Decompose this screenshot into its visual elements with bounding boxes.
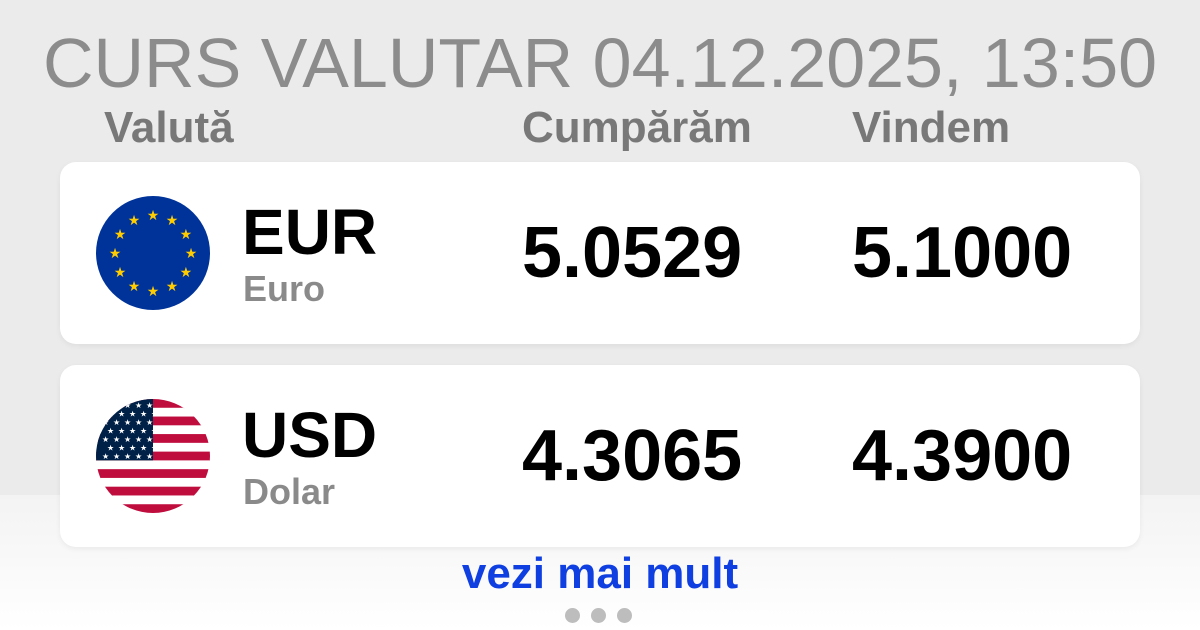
page-dot[interactable] xyxy=(591,608,606,623)
svg-text:★: ★ xyxy=(140,444,147,453)
pagination-dots[interactable] xyxy=(565,608,632,623)
svg-text:★: ★ xyxy=(102,401,109,410)
rate-row-usd: ★ ★ ★ ★ ★ ★ ★ ★ ★ ★ ★ ★ ★ ★ ★ ★ ★ ★ ★ ★ ★ ★ ★ ★ ★ ★ ★ ★ ★ ★ ★ ★ ★ ★ ★ USD … xyxy=(60,365,1140,547)
svg-text:★: ★ xyxy=(140,410,147,419)
page-dot[interactable] xyxy=(565,608,580,623)
eu-flag-icon: ★ ★ ★ ★ ★ ★ ★ ★ ★ ★ ★ ★ xyxy=(96,196,210,310)
svg-text:★: ★ xyxy=(114,264,127,280)
sell-rate: 5.1000 xyxy=(852,213,1073,293)
svg-text:★: ★ xyxy=(107,444,114,453)
svg-text:★: ★ xyxy=(146,401,153,410)
see-more-link[interactable]: vezi mai mult xyxy=(461,549,739,598)
svg-text:★: ★ xyxy=(124,418,131,427)
svg-text:★: ★ xyxy=(146,452,153,461)
svg-text:★: ★ xyxy=(135,452,142,461)
svg-text:★: ★ xyxy=(147,207,160,223)
currency-name: Euro xyxy=(243,268,326,309)
header-currency: Valută xyxy=(104,103,234,152)
svg-text:★: ★ xyxy=(107,427,114,436)
svg-text:★: ★ xyxy=(135,401,142,410)
svg-text:★: ★ xyxy=(118,444,125,453)
svg-text:★: ★ xyxy=(129,444,136,453)
svg-text:★: ★ xyxy=(147,283,160,299)
svg-text:★: ★ xyxy=(135,418,142,427)
svg-text:★: ★ xyxy=(180,226,193,242)
page-title: CURS VALUTAR 04.12.2025, 13:50 xyxy=(42,24,1158,102)
svg-text:★: ★ xyxy=(118,427,125,436)
svg-text:★: ★ xyxy=(114,226,127,242)
svg-text:★: ★ xyxy=(151,444,158,453)
svg-text:★: ★ xyxy=(118,410,125,419)
svg-text:★: ★ xyxy=(140,427,147,436)
svg-text:★: ★ xyxy=(109,245,122,261)
svg-text:★: ★ xyxy=(128,212,141,228)
svg-text:★: ★ xyxy=(113,435,120,444)
svg-text:★: ★ xyxy=(151,410,158,419)
currency-code: USD xyxy=(242,399,378,471)
svg-text:★: ★ xyxy=(129,410,136,419)
svg-text:★: ★ xyxy=(124,435,131,444)
currency-code: EUR xyxy=(242,196,378,268)
svg-text:★: ★ xyxy=(124,452,131,461)
svg-text:★: ★ xyxy=(166,278,179,294)
svg-text:★: ★ xyxy=(146,435,153,444)
svg-text:★: ★ xyxy=(146,418,153,427)
svg-text:★: ★ xyxy=(102,435,109,444)
svg-text:★: ★ xyxy=(151,427,158,436)
header-buy: Cumpărăm xyxy=(522,103,752,152)
header-sell: Vindem xyxy=(852,103,1011,152)
svg-text:★: ★ xyxy=(166,212,179,228)
rate-row-eur: ★ ★ ★ ★ ★ ★ ★ ★ ★ ★ ★ ★ EUR Euro 5.0529 5.1000 xyxy=(60,162,1140,344)
svg-text:★: ★ xyxy=(128,278,141,294)
svg-text:★: ★ xyxy=(102,452,109,461)
buy-rate: 5.0529 xyxy=(522,213,743,293)
buy-rate: 4.3065 xyxy=(522,416,743,496)
svg-text:★: ★ xyxy=(113,452,120,461)
svg-text:★: ★ xyxy=(180,264,193,280)
svg-text:★: ★ xyxy=(124,401,131,410)
currency-name: Dolar xyxy=(243,471,336,512)
svg-text:★: ★ xyxy=(135,435,142,444)
svg-text:★: ★ xyxy=(185,245,198,261)
us-flag-icon: ★ ★ ★ ★ ★ ★ ★ ★ ★ ★ ★ ★ ★ ★ ★ ★ ★ ★ ★ ★ ★ ★ ★ ★ ★ ★ ★ ★ ★ ★ ★ ★ ★ ★ ★ xyxy=(96,399,210,513)
svg-text:★: ★ xyxy=(102,418,109,427)
sell-rate: 4.3900 xyxy=(852,416,1073,496)
page-dot[interactable] xyxy=(617,608,632,623)
svg-text:★: ★ xyxy=(113,418,120,427)
svg-text:★: ★ xyxy=(129,427,136,436)
